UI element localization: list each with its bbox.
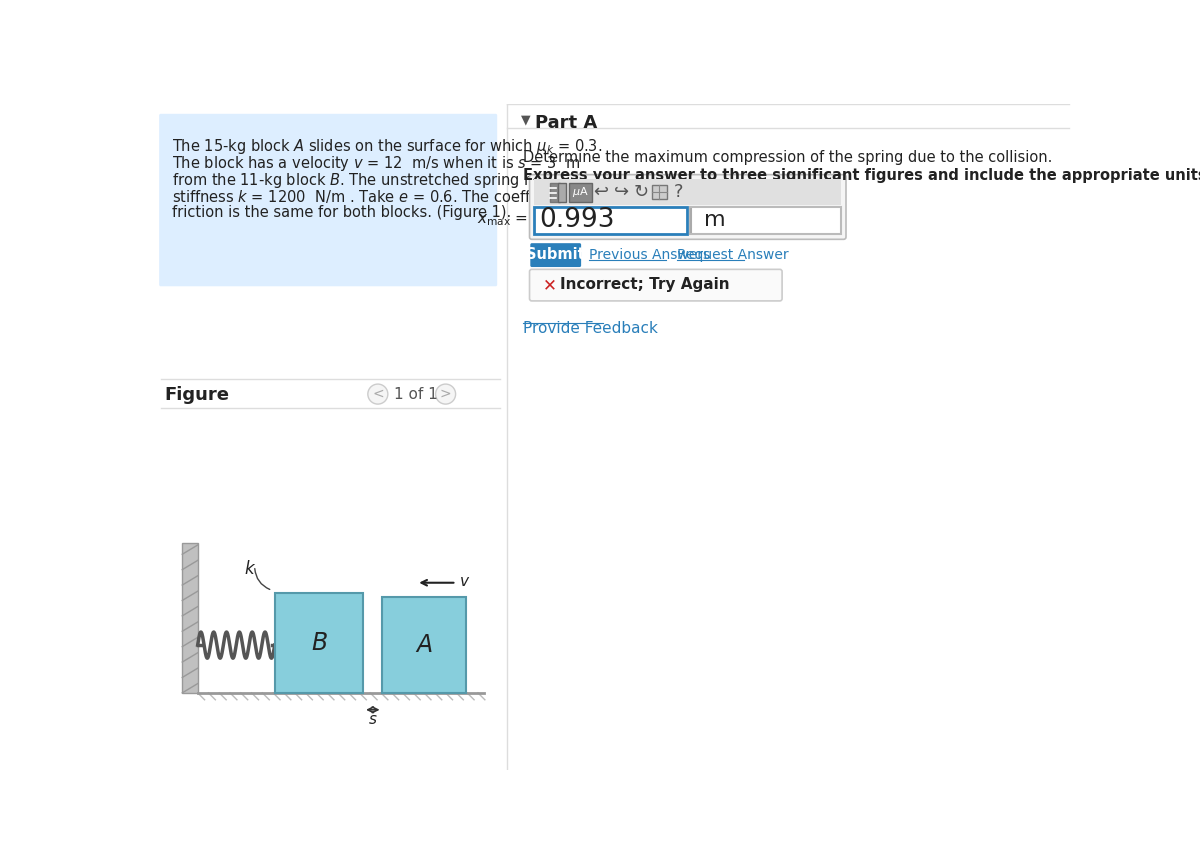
Bar [275,593,364,693]
FancyBboxPatch shape [160,114,497,286]
Bar [383,597,466,693]
Bar [534,179,841,205]
FancyBboxPatch shape [530,243,581,267]
Bar [652,185,667,199]
Text: 0.993: 0.993 [540,207,616,233]
Text: stiffness $k$ = 1200  N/m . Take $e$ = 0.6. The coefficient of: stiffness $k$ = 1200 N/m . Take $e$ = 0.… [173,188,592,205]
Text: $B$: $B$ [311,631,328,655]
Text: Provide Feedback: Provide Feedback [523,321,658,336]
Text: $s$: $s$ [368,712,378,727]
Text: $x_\mathrm{max}$ =: $x_\mathrm{max}$ = [476,212,528,227]
Text: ↻: ↻ [634,183,649,202]
Text: Submit: Submit [527,247,586,262]
Circle shape [368,384,388,404]
Text: The 15-kg block $\mathit{A}$ slides on the surface for which $\mu_k$ = 0.3.: The 15-kg block $\mathit{A}$ slides on t… [173,137,602,156]
Text: Request Answer: Request Answer [677,247,788,262]
Text: Incorrect; Try Again: Incorrect; Try Again [559,278,730,292]
Text: $\mu$A: $\mu$A [572,185,589,199]
Text: 1 of 1: 1 of 1 [394,387,438,401]
Bar [182,542,198,693]
Text: Previous Answers: Previous Answers [589,247,710,262]
Text: Figure: Figure [164,387,229,405]
Bar [690,207,841,234]
Text: $k$: $k$ [244,561,256,579]
Text: from the 11-kg block $\mathit{B}$. The unstretched spring has a: from the 11-kg block $\mathit{B}$. The u… [173,170,564,189]
Text: ▼: ▼ [521,114,530,127]
Text: ✕: ✕ [544,276,557,294]
Text: <: < [372,388,384,401]
Circle shape [436,384,456,404]
Text: friction is the same for both blocks. (Figure 1).: friction is the same for both blocks. (F… [173,205,511,220]
Text: Express your answer to three significant figures and include the appropriate uni: Express your answer to three significant… [523,168,1200,183]
FancyBboxPatch shape [529,175,846,240]
FancyBboxPatch shape [529,269,782,301]
Text: ↩: ↩ [594,183,608,202]
Text: ↪: ↪ [613,183,629,202]
Text: Part A: Part A [535,114,598,131]
Text: $v$: $v$ [460,573,470,589]
Bar [534,207,686,234]
Text: ?: ? [674,183,684,202]
Bar [569,183,592,202]
Bar [550,183,560,202]
Text: Determine the maximum compression of the spring due to the collision.: Determine the maximum compression of the… [523,150,1052,165]
Text: m: m [703,210,725,230]
Text: >: > [439,388,451,401]
Text: $A$: $A$ [415,632,433,657]
Bar [558,183,565,202]
Text: The block has a velocity $v$ = 12  m/s when it is $s$ = 3  m: The block has a velocity $v$ = 12 m/s wh… [173,154,581,173]
